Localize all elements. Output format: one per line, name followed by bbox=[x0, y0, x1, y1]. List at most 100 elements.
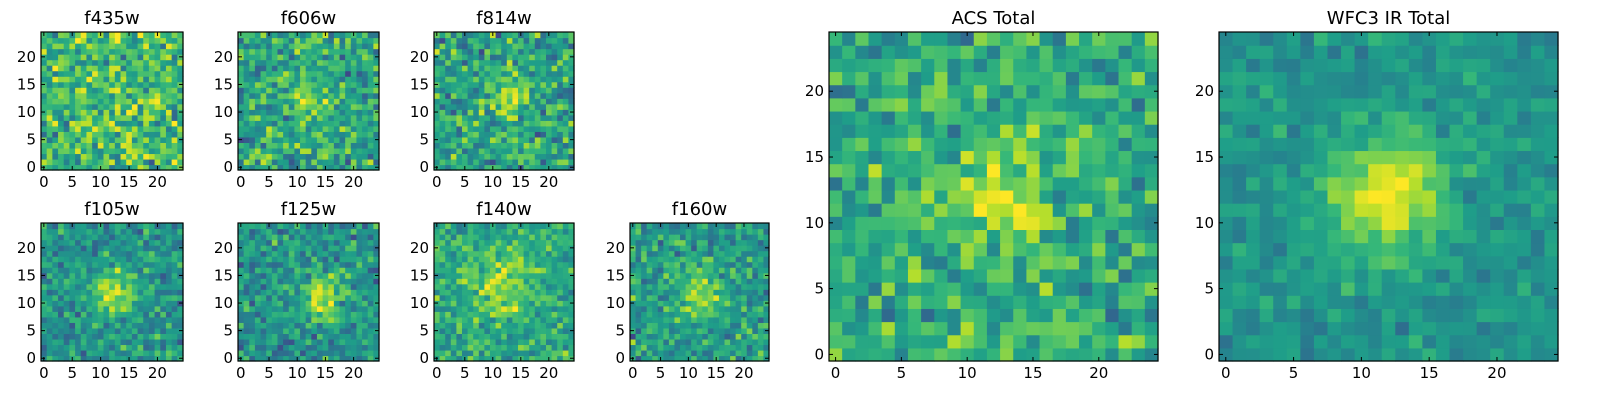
heatmap-cell bbox=[551, 103, 558, 110]
heatmap-cell bbox=[473, 65, 480, 72]
heatmap-cell bbox=[657, 338, 664, 346]
heatmap-cell bbox=[305, 65, 312, 72]
heatmap-cell bbox=[52, 158, 59, 166]
heatmap-cell bbox=[652, 327, 659, 334]
heatmap-cell bbox=[266, 267, 273, 274]
heatmap-cell bbox=[283, 59, 290, 66]
heatmap-cell bbox=[46, 344, 53, 351]
heatmap-cell bbox=[362, 48, 369, 55]
heatmap-cell bbox=[305, 261, 312, 268]
heatmap-cell bbox=[126, 349, 133, 357]
heatmap-cell bbox=[484, 114, 491, 121]
heatmap-cell bbox=[674, 294, 681, 301]
heatmap-cell bbox=[41, 147, 48, 155]
heatmap-cell bbox=[97, 43, 105, 50]
heatmap-cell bbox=[46, 70, 53, 77]
heatmap-cell bbox=[131, 43, 139, 50]
heatmap-cell bbox=[126, 294, 133, 301]
heatmap-cell bbox=[126, 103, 133, 110]
heatmap-cell bbox=[126, 147, 133, 155]
x-tick-label: 5 bbox=[460, 364, 470, 382]
heatmap-cell bbox=[551, 239, 558, 246]
heatmap-cell bbox=[271, 120, 279, 127]
heatmap-cell bbox=[478, 245, 485, 252]
heatmap-cell bbox=[434, 256, 441, 263]
heatmap-cell bbox=[1026, 189, 1041, 204]
heatmap-cell bbox=[741, 338, 748, 346]
heatmap-cell bbox=[546, 245, 553, 252]
heatmap-cell bbox=[75, 131, 82, 138]
heatmap-cell bbox=[490, 239, 497, 246]
heatmap-cell bbox=[456, 256, 463, 263]
heatmap-cell bbox=[350, 344, 358, 351]
heatmap-cell bbox=[58, 311, 65, 318]
heatmap-cell bbox=[763, 316, 770, 323]
heatmap-cell bbox=[568, 322, 575, 329]
heatmap-cell bbox=[333, 311, 341, 318]
heatmap-cell bbox=[362, 300, 369, 307]
heatmap-cell bbox=[305, 153, 312, 160]
heatmap-cell bbox=[490, 142, 497, 149]
heatmap-cell bbox=[518, 272, 525, 279]
heatmap-cell bbox=[277, 70, 284, 77]
heatmap-cell bbox=[367, 283, 374, 290]
heatmap-cell bbox=[490, 261, 497, 268]
x-tick-label: 10 bbox=[288, 173, 307, 191]
heatmap-cell bbox=[646, 234, 653, 241]
heatmap-cell bbox=[311, 158, 318, 166]
heatmap-cell bbox=[143, 256, 150, 263]
heatmap-cell bbox=[277, 59, 284, 66]
heatmap-cell bbox=[92, 32, 99, 39]
heatmap-cell bbox=[266, 316, 273, 323]
heatmap-cell bbox=[288, 333, 295, 340]
heatmap-cell bbox=[328, 261, 335, 268]
heatmap-cell bbox=[1092, 203, 1106, 217]
heatmap-cell bbox=[75, 322, 82, 329]
heatmap-cell bbox=[518, 158, 525, 166]
heatmap-cell bbox=[249, 294, 256, 301]
heatmap-cell bbox=[960, 295, 975, 309]
heatmap-cell bbox=[746, 289, 753, 296]
heatmap-cell bbox=[934, 216, 949, 230]
heatmap-cell bbox=[668, 327, 676, 334]
heatmap-cell bbox=[362, 267, 369, 274]
heatmap-cell bbox=[339, 344, 346, 351]
heatmap-cell bbox=[1052, 308, 1067, 323]
heatmap-cell bbox=[462, 333, 469, 340]
heatmap-cell bbox=[478, 344, 485, 351]
heatmap-cell bbox=[367, 311, 374, 318]
heatmap-cell bbox=[691, 261, 698, 268]
heatmap-cell bbox=[143, 136, 150, 143]
heatmap-cell bbox=[126, 54, 133, 61]
heatmap-cell bbox=[311, 272, 318, 279]
heatmap-cell bbox=[495, 289, 502, 296]
heatmap-cell bbox=[973, 216, 988, 230]
heatmap-cell bbox=[512, 147, 519, 155]
heatmap-cell bbox=[154, 87, 161, 94]
heatmap-cell bbox=[114, 54, 122, 61]
heatmap-cell bbox=[137, 37, 144, 44]
heatmap-cell bbox=[350, 289, 358, 296]
heatmap-cell bbox=[562, 92, 569, 99]
heatmap-cell bbox=[568, 37, 575, 44]
heatmap-cell bbox=[529, 114, 536, 121]
heatmap-cell bbox=[333, 223, 341, 230]
heatmap-cell bbox=[243, 355, 250, 362]
heatmap-cell bbox=[249, 81, 256, 88]
heatmap-cell bbox=[947, 229, 962, 244]
heatmap-cell bbox=[534, 153, 541, 160]
heatmap-cell bbox=[249, 54, 256, 61]
heatmap-cell bbox=[328, 344, 335, 351]
heatmap-cell bbox=[501, 272, 508, 279]
heatmap-cell bbox=[373, 114, 380, 121]
heatmap-cell bbox=[663, 344, 670, 351]
heatmap-cell bbox=[305, 338, 312, 346]
heatmap-cell bbox=[114, 147, 122, 155]
heatmap-cell bbox=[339, 76, 346, 83]
heatmap-cell bbox=[333, 153, 341, 160]
heatmap-cell bbox=[63, 81, 70, 88]
heatmap-cell bbox=[562, 136, 569, 143]
heatmap-cell bbox=[551, 147, 558, 155]
heatmap-cell bbox=[41, 311, 48, 318]
heatmap-cell bbox=[339, 322, 346, 329]
